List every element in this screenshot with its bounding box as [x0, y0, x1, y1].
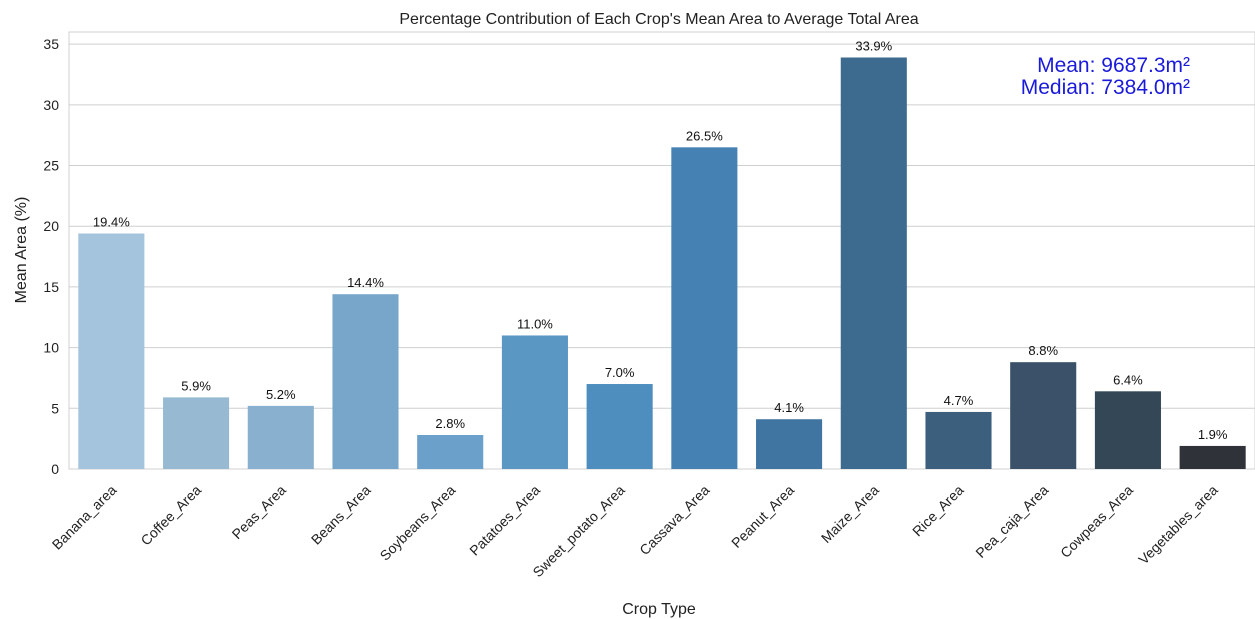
- bar: [332, 294, 399, 469]
- bar: [840, 57, 907, 469]
- bar: [417, 435, 484, 469]
- x-axis-ticks: Banana_area Coffee_Area Peas_Area Beans_Are…: [49, 482, 1221, 580]
- bar: [1179, 445, 1246, 469]
- mean-annotation: Mean: 9687.3m²: [1037, 54, 1190, 77]
- bar: [756, 419, 823, 469]
- x-axis-label: Crop Type: [622, 601, 696, 618]
- bar: [501, 335, 568, 469]
- x-tick-label: Coffee_Area: [137, 482, 204, 549]
- x-tick-label: Maize_Area: [818, 482, 882, 546]
- x-tick-label: Vegetables_area: [1135, 482, 1221, 568]
- bar: [671, 147, 738, 469]
- y-tick-label: 5: [51, 400, 59, 416]
- bar-value-label: 8.8%: [1028, 343, 1058, 358]
- y-tick-label: 30: [43, 97, 59, 113]
- bar-value-label: 5.9%: [181, 378, 211, 393]
- y-axis-label: Mean Area (%): [13, 197, 30, 304]
- bar-value-label: 4.7%: [944, 393, 974, 408]
- x-tick-label: Banana_area: [49, 482, 120, 553]
- bar: [1094, 391, 1161, 469]
- bar: [586, 384, 653, 469]
- chart-title: Percentage Contribution of Each Crop's M…: [399, 11, 918, 28]
- plot-frame: [68, 31, 1255, 470]
- bar-value-label: 7.0%: [605, 365, 635, 380]
- bar-value-label: 1.9%: [1198, 427, 1228, 442]
- x-tick-label: Beans_Area: [308, 482, 374, 548]
- gridlines: [69, 43, 1255, 470]
- bar: [925, 411, 992, 469]
- bar-value-label: 6.4%: [1113, 372, 1143, 387]
- x-tick-label: Cowpeas_Area: [1057, 482, 1136, 561]
- bar-value-label: 11.0%: [517, 316, 553, 331]
- x-tick-label: Soybeans_Area: [377, 482, 459, 564]
- y-tick-label: 20: [43, 218, 59, 234]
- y-tick-label: 25: [43, 158, 59, 174]
- x-tick-label: Sweet_potato_Area: [529, 482, 627, 580]
- x-tick-label: Peas_Area: [229, 482, 289, 542]
- y-tick-label: 0: [51, 461, 59, 477]
- bar-value-label: 4.1%: [774, 400, 804, 415]
- bar-value-label: 26.5%: [686, 128, 723, 143]
- bar-value-labels: 19.4% 5.9% 5.2% 14.4% 2.8% 11.0% 7.0% 26.5% 4.1%…: [93, 38, 1228, 441]
- x-tick-label: Cassava_Area: [636, 482, 712, 558]
- median-annotation: Median: 7384.0m²: [1021, 76, 1190, 99]
- bars: [78, 57, 1246, 469]
- bar-value-label: 33.9%: [855, 38, 892, 53]
- x-tick-label: Pea_caja_Area: [972, 482, 1051, 561]
- y-tick-label: 15: [43, 279, 59, 295]
- bar-value-label: 2.8%: [435, 416, 465, 431]
- bar: [247, 405, 314, 469]
- x-tick-label: Patatoes_Area: [466, 482, 543, 559]
- bar-value-label: 14.4%: [347, 275, 384, 290]
- y-tick-label: 10: [43, 340, 59, 356]
- bar: [1010, 362, 1077, 469]
- bar-value-label: 19.4%: [93, 215, 130, 230]
- y-tick-label: 35: [43, 36, 59, 52]
- bar: [163, 397, 230, 469]
- bar-value-label: 5.2%: [266, 387, 296, 402]
- bar: [78, 233, 145, 469]
- y-axis-ticks: 0 5 10 15 20 25 30 35: [43, 36, 59, 477]
- x-tick-label: Rice_Area: [909, 482, 967, 540]
- x-tick-label: Peanut_Area: [728, 482, 797, 551]
